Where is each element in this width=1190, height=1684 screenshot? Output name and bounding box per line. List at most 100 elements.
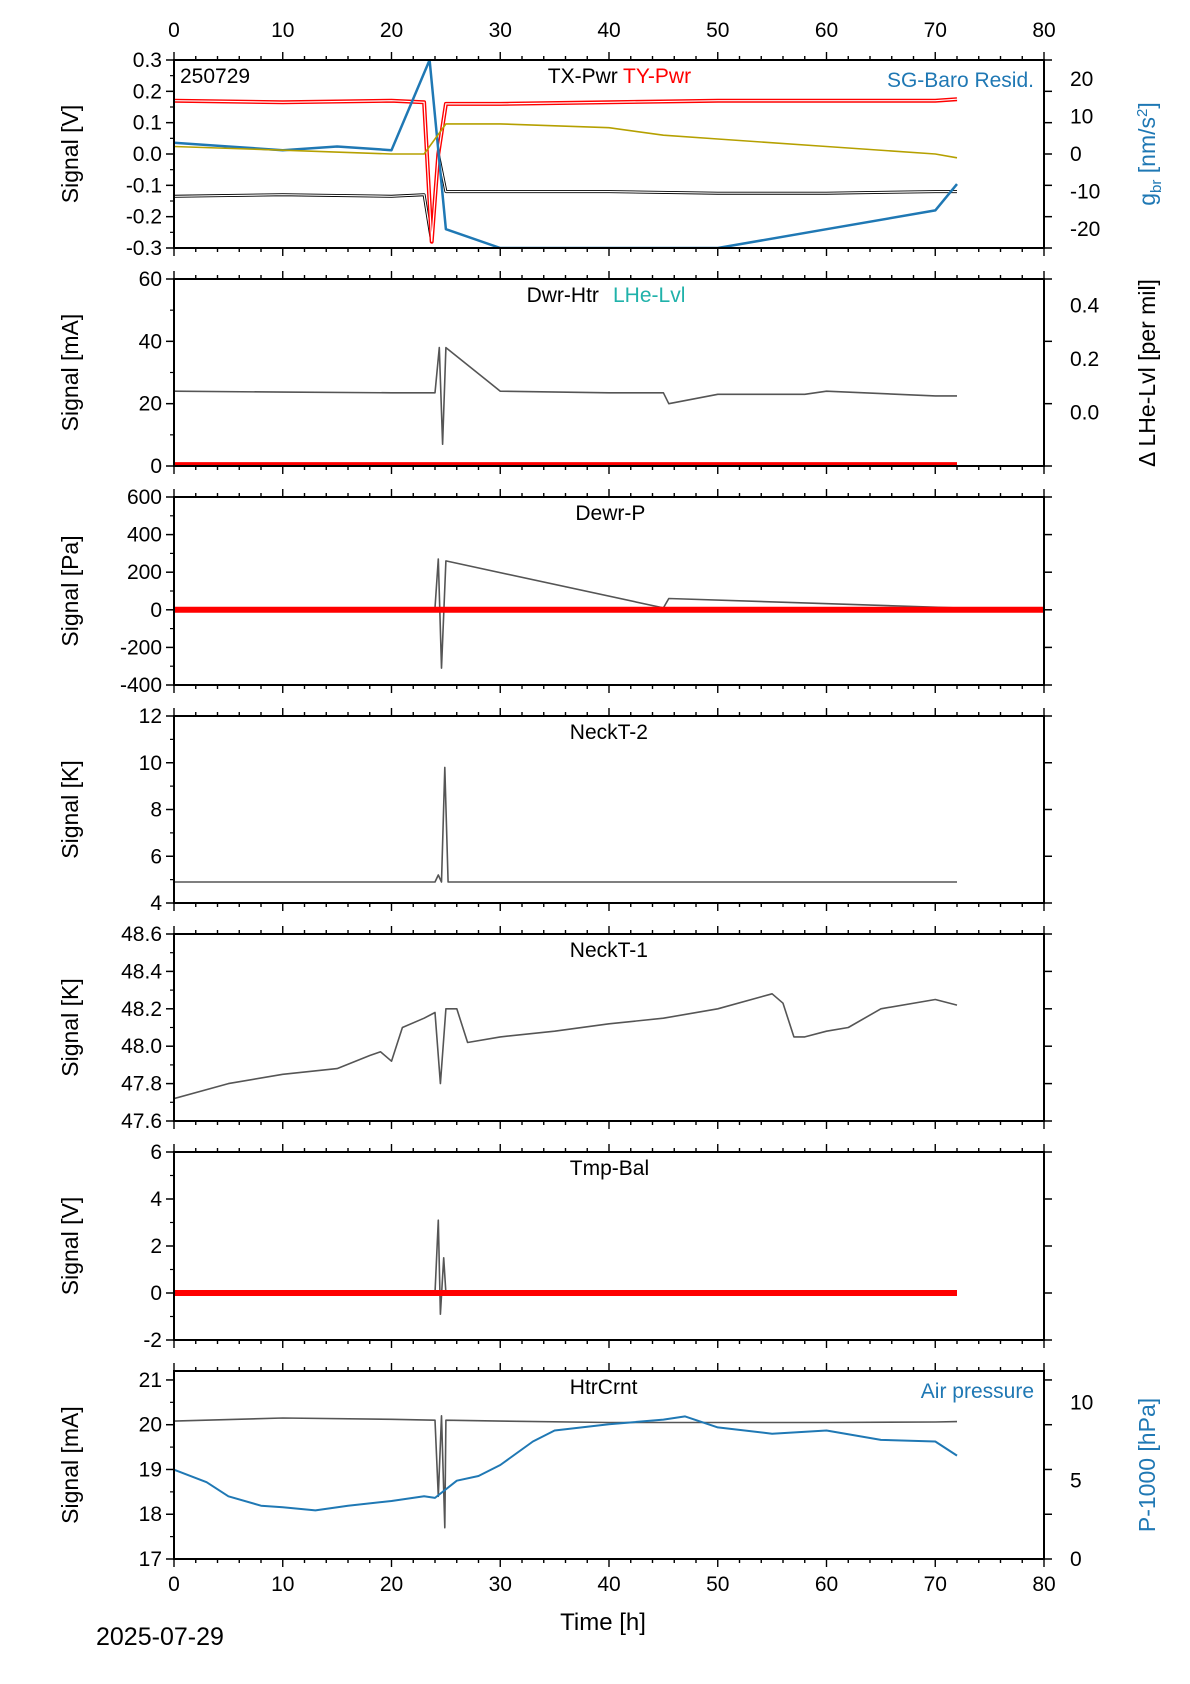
series-line-dewr-p [174,558,958,669]
y-tick-label: -2 [143,1329,162,1352]
y-tick-label: 60 [139,268,162,291]
y-tick-label: 12 [139,705,162,728]
series-line-dwr-htr [174,346,957,446]
x-tick-label-bottom: 70 [924,1573,947,1596]
panel-title-lhe-lvl: LHe-Lvl [613,284,685,307]
y-tick-label: 19 [139,1458,162,1481]
y-tick-label: 600 [127,486,162,509]
x-tick-label-top: 0 [168,19,180,42]
panel-title-tx-pwr: TX-Pwr [548,65,618,88]
right-axis-label: P-1000 [hPa] [1134,1398,1160,1532]
y-tick-label: 4 [150,1188,162,1211]
panel-title-neckt-1: NeckT-1 [570,939,648,962]
y-tick-label: -200 [120,636,162,659]
series-group [174,992,958,1100]
plot-frame [173,715,1045,904]
x-tick-label-top: 40 [597,19,620,42]
right-tick-label: 0 [1070,143,1082,166]
y-axis-label: Signal [K] [57,978,83,1076]
x-tick-label-bottom: 50 [706,1573,729,1596]
panel-title-dewr-p: Dewr-P [575,502,645,525]
y-tick-label: 48.6 [121,923,162,946]
series-group [174,766,957,883]
series-group [174,558,1044,669]
panel-title-tmp-bal: Tmp-Bal [570,1157,649,1180]
series-line-tx-pwr [174,152,957,244]
right-tick-label: 10 [1070,105,1093,128]
y-tick-label: 47.6 [121,1110,162,1133]
x-tick-label-top: 50 [706,19,729,42]
y-tick-label: 10 [139,752,162,775]
panel-title-neckt-2: NeckT-2 [570,721,648,744]
series-line-center [174,153,957,242]
x-tick-label-bottom: 0 [168,1573,180,1596]
y-tick-label: 48.2 [121,998,162,1021]
series-line-neckt-2 [174,766,957,883]
right-tick-label: 0.4 [1070,295,1100,318]
panel-tag: 250729 [180,65,250,88]
panel-p1: 0.3 0.2 0.1 0.0 -0.1 -0.2 -0.3 Signal [V] TX-Pwr… [57,49,1165,260]
y-tick-label: 0 [150,455,162,478]
y-tick-label: 0 [150,599,162,622]
x-tick-label-top: 30 [489,19,512,42]
series-line-neckt-1 [174,992,958,1100]
right-tick-label: 0 [1070,1548,1082,1571]
panel-p4: 12 10 8 6 4 Signal [K] NeckT-2 [57,705,1052,915]
series-line-ty-pwr [174,97,958,244]
panel-p3: 600 400 200 0 -200 -400 Signal [Pa] Dewr-P [57,486,1052,697]
series-group [174,346,957,466]
panel-p6: 6 4 2 0 -2 Signal [V] Tmp-Bal [57,1141,1052,1352]
y-tick-label: 0 [150,1282,162,1305]
y-axis-label: Signal [V] [57,1197,83,1295]
series-line-htrcrnt [174,1415,958,1529]
x-axis-label: Time [h] [560,1609,646,1636]
x-tick-label-top: 80 [1032,19,1055,42]
series-group [174,60,958,248]
x-tick-label-bottom: 40 [597,1573,620,1596]
panel-title-ty-pwr: TY-Pwr [623,65,691,88]
y-tick-label: 20 [139,1414,162,1437]
y-tick-label: 2 [150,1235,162,1258]
series-line-air-pressure [174,1415,958,1512]
plot-frame [173,1151,1045,1341]
x-tick-label-bottom: 10 [271,1573,294,1596]
x-tick-label-top: 60 [815,19,838,42]
y-axis-label: Signal [K] [57,760,83,858]
series-line-tmp-bal [174,1219,957,1315]
plot-frame [173,1370,1045,1560]
right-tick-label: 20 [1070,68,1093,91]
right-tick-label: 0.0 [1070,402,1099,425]
y-tick-label: 47.8 [121,1073,162,1096]
y-tick-label: -0.2 [126,206,162,229]
y-tick-label: 200 [127,561,162,584]
series-group [174,1415,958,1529]
y-tick-label: 0.2 [133,80,162,103]
right-tick-label: 0.2 [1070,348,1099,371]
date-label: 2025-07-29 [96,1623,224,1651]
y-axis-label: Signal [Pa] [57,535,83,646]
right-axis-label: Δ LHe-Lvl [per mil] [1134,279,1160,467]
y-axis-label: Signal [mA] [57,314,83,432]
y-axis-label: Signal [V] [57,105,83,203]
y-tick-label: 0.0 [133,143,162,166]
x-tick-label-bottom: 30 [489,1573,512,1596]
right-annotation: Air pressure [921,1380,1034,1403]
right-tick-label: -20 [1070,218,1100,241]
y-tick-label: 6 [150,1141,162,1164]
y-tick-label: -0.3 [126,237,162,260]
right-axis-label: gbr [nm/s2] [1134,102,1165,206]
y-tick-label: 0.1 [133,112,162,135]
panel-p5: 48.6 48.4 48.2 48.0 47.8 47.6 Signal [K] NeckT-… [57,923,1052,1133]
right-tick-label: -10 [1070,181,1100,204]
series-line-center [174,98,958,242]
y-tick-label: 21 [139,1369,162,1392]
x-tick-label-top: 10 [271,19,294,42]
x-tick-label-bottom: 80 [1032,1573,1055,1596]
y-tick-label: 48.0 [121,1035,162,1058]
panel-title-htrcrnt: HtrCrnt [570,1376,638,1399]
series-line-aux-3 [174,123,958,159]
y-tick-label: -400 [120,674,162,697]
right-tick-label: 10 [1070,1391,1093,1414]
y-tick-label: 4 [150,892,162,915]
